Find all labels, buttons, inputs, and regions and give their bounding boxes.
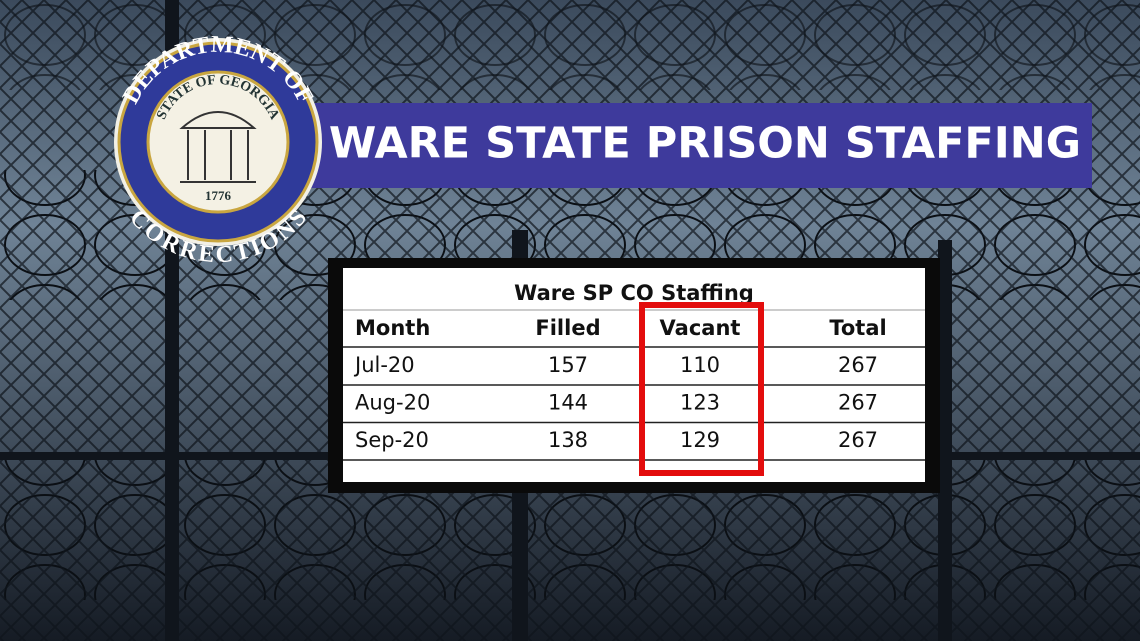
table-cell: Aug-20	[355, 391, 430, 415]
column-header: Month	[355, 316, 430, 340]
table-cell: 267	[838, 391, 878, 415]
table-cell: 138	[548, 428, 588, 452]
table-cell: 267	[838, 428, 878, 452]
column-header: Total	[829, 316, 886, 340]
logo-seal	[146, 70, 290, 214]
table-cell: 144	[548, 391, 588, 415]
table-cell: 267	[838, 353, 878, 377]
title: WARE STATE PRISON STAFFING	[329, 119, 1081, 169]
table-cell: 110	[680, 353, 720, 377]
highlight-box	[639, 302, 764, 476]
table-cell: Sep-20	[355, 428, 429, 452]
logo-arch	[179, 111, 257, 183]
column-header: Filled	[535, 316, 600, 340]
table-sheet	[343, 268, 925, 482]
logo-year: 1776	[205, 188, 232, 203]
table-title: Ware SP CO Staffing	[514, 281, 754, 305]
table-cell: 123	[680, 391, 720, 415]
table-cell: Jul-20	[353, 353, 415, 377]
table-cell: 129	[680, 428, 720, 452]
table: Month Filled Vacant Total Jul-20 157 110 267 Aug…	[343, 309, 925, 461]
logo: DEPARTMENT OF CORRECTIONS STATE OF GEORG…	[114, 32, 322, 268]
title-banner	[300, 103, 1092, 188]
column-header: Vacant	[660, 316, 741, 340]
table-cell: 157	[548, 353, 588, 377]
